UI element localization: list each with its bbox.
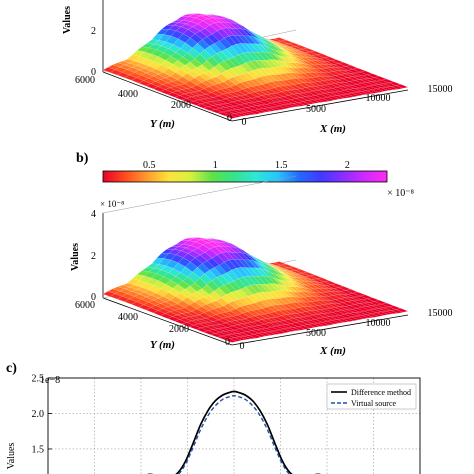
panel-c-legend: Difference method Virtual source xyxy=(326,383,417,410)
colorbar-tick-label: 1.5 xyxy=(275,160,288,171)
panel-b-x-tick: 15000 xyxy=(428,308,453,319)
y-tick-label: 1.5 xyxy=(32,444,45,455)
panel-b-surface-face xyxy=(395,308,409,313)
legend-label-difference-method: Difference method xyxy=(351,388,411,397)
panel-a-y-axis xyxy=(102,71,233,122)
panel-a-y-tick: 4000 xyxy=(118,89,138,100)
panel-a-y-tick: 0 xyxy=(227,113,232,124)
series-line-virtual-source xyxy=(177,394,291,474)
panel-a-surface xyxy=(102,13,409,119)
panel-b-surface-face xyxy=(366,297,380,302)
y-tick-label: 2.0 xyxy=(32,409,45,420)
panel-a-x-zero: 0 xyxy=(242,117,247,128)
panel-c: 1e−8 1.01.52.02.5 Values Difference meth… xyxy=(6,374,421,474)
panel-b-z-tick: 4 xyxy=(91,209,96,220)
panel-c-y-label: Values xyxy=(6,443,17,470)
panel-b-x-axis xyxy=(231,314,409,346)
panel-a-y-label: Y (m) xyxy=(150,118,175,130)
panel-a-surface-face xyxy=(302,48,316,53)
panel-a-surface-face xyxy=(287,42,302,47)
panel-b-surface xyxy=(102,237,409,343)
panel-b-z-exponent: × 10⁻⁸ xyxy=(100,199,124,209)
panel-b-y-axis xyxy=(102,297,233,346)
colorbar-gradient xyxy=(102,170,388,183)
panel-label-b: b) xyxy=(76,151,89,166)
panel-b-surface-face xyxy=(373,300,388,305)
panel-b-x-zero: 0 xyxy=(240,341,245,352)
panel-b-y-tick: 4000 xyxy=(118,312,138,323)
panel-b-y-tick: 0 xyxy=(225,337,230,348)
panel-c-y-ticks: 1.01.52.02.5 xyxy=(32,374,52,455)
panel-a-x-tick: 10000 xyxy=(366,93,391,104)
panel-b-z-tick: 2 xyxy=(91,251,96,262)
legend-label-virtual-source: Virtual source xyxy=(351,399,397,408)
panel-b-surface-face xyxy=(338,286,352,291)
colorbar-tick-label: 2 xyxy=(345,160,350,171)
panel-a-x-label: X (m) xyxy=(319,123,346,135)
panel-b-x-tick: 10000 xyxy=(366,318,391,329)
panel-b-y-tick: 2000 xyxy=(169,324,189,335)
colorbar-exponent: × 10⁻⁸ xyxy=(387,188,414,199)
panel-a-y-tick: 2000 xyxy=(171,100,191,111)
panel-b: × 10⁻⁸ Values 4 2 0 6000 4000 2000 0 0 5… xyxy=(70,175,453,357)
panel-a-surface-face xyxy=(395,84,409,89)
panel-a-z-tick: 0 xyxy=(91,67,96,78)
panel-c-y-exponent: 1e−8 xyxy=(40,375,60,386)
panel-b-x-tick: 5000 xyxy=(306,328,326,339)
panel-a-x-tick: 15000 xyxy=(428,84,453,95)
panel-a-z-tick: 2 xyxy=(91,26,96,37)
panel-a-surface-face xyxy=(280,39,294,44)
series-line-difference-method xyxy=(147,390,321,474)
panel-b-values-label: Values xyxy=(70,243,81,271)
colorbar-tick-label: 0.5 xyxy=(143,160,156,171)
panel-b-z-tick: 0 xyxy=(91,292,96,303)
panel-a-x-tick: 5000 xyxy=(306,104,326,115)
panel-b-y-tick: 6000 xyxy=(75,300,95,311)
y-tick-label: 2.5 xyxy=(32,374,45,385)
legend-box xyxy=(326,383,417,410)
panel-a: Values 2 0 6000 4000 2000 0 0 5000 10000… xyxy=(62,0,453,135)
panel-label-c: c) xyxy=(6,361,17,376)
panel-c-frame xyxy=(47,377,421,474)
panel-a-y-tick: 6000 xyxy=(75,75,95,86)
panel-c-lines xyxy=(147,390,321,474)
panel-a-x-axis xyxy=(231,89,409,122)
panel-b-y-label: Y (m) xyxy=(150,339,175,351)
colorbar-tick-label: 1 xyxy=(213,160,218,171)
panel-a-values-label: Values xyxy=(62,6,73,34)
panel-b-x-label: X (m) xyxy=(319,345,346,357)
panel-b-back-top xyxy=(102,175,297,214)
colorbar: 0.5 1 1.5 2 × 10⁻⁸ xyxy=(102,160,415,199)
